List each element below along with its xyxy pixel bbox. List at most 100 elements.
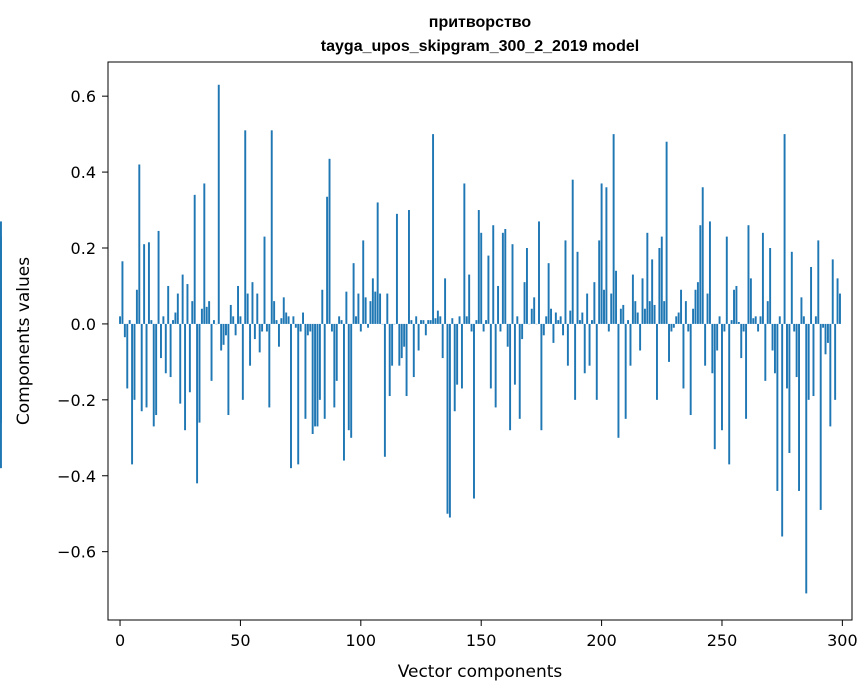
bar (287, 316, 290, 324)
bar (198, 323, 201, 423)
bar (757, 323, 760, 332)
bar (155, 323, 158, 416)
bar (798, 323, 800, 491)
bar (427, 320, 430, 324)
bar (306, 323, 309, 336)
bar (588, 323, 591, 366)
bar (550, 308, 552, 324)
bar (506, 323, 509, 347)
bar (492, 225, 495, 324)
bar (290, 323, 292, 469)
bar (694, 289, 697, 324)
bar (728, 323, 731, 465)
bar (408, 210, 410, 324)
bar (826, 323, 829, 343)
bar (169, 323, 172, 378)
bar (651, 259, 654, 324)
bar (737, 322, 740, 324)
bar (314, 323, 317, 427)
bar (574, 323, 577, 400)
x-tick-label: 100 (346, 631, 377, 650)
bar (795, 323, 798, 378)
bar (265, 323, 268, 332)
bar (241, 323, 244, 400)
bar (386, 293, 389, 324)
bar (631, 274, 634, 324)
bar (600, 183, 603, 324)
bar (680, 289, 683, 324)
bar (569, 310, 572, 324)
bar (624, 323, 627, 419)
bar (463, 183, 466, 324)
bar (470, 323, 473, 332)
bar (627, 320, 630, 324)
bar (188, 323, 191, 393)
bar (807, 323, 810, 400)
bar (369, 301, 372, 324)
bar (237, 285, 239, 324)
bar (362, 240, 365, 324)
bar (812, 323, 815, 397)
y-tick-label: −0.4 (57, 467, 96, 486)
bar (622, 304, 625, 324)
bar (521, 323, 524, 340)
bar (422, 320, 425, 324)
bar (485, 320, 487, 324)
bar (415, 316, 418, 324)
bar (208, 301, 211, 324)
bar (571, 179, 574, 324)
bar (501, 232, 504, 324)
bar (566, 323, 569, 366)
bar (364, 297, 367, 324)
bar (268, 323, 271, 408)
bar (270, 130, 273, 324)
bar (176, 293, 179, 324)
bar (542, 323, 545, 336)
bar (629, 323, 632, 366)
bar (591, 320, 593, 324)
bar (656, 323, 658, 400)
bar (143, 244, 146, 324)
bar (711, 323, 714, 374)
y-tick-label: 0.0 (71, 315, 96, 334)
bar (328, 158, 331, 324)
bar (708, 221, 711, 324)
bar (123, 323, 126, 338)
bar (458, 316, 461, 324)
bar (179, 323, 182, 404)
bar (453, 323, 456, 412)
bar (639, 323, 642, 351)
bar (227, 323, 230, 416)
bar (829, 323, 832, 427)
bar (297, 323, 300, 465)
bar (277, 323, 280, 347)
bar (699, 225, 702, 324)
x-tick-label: 200 (586, 631, 617, 650)
bar (713, 323, 716, 450)
bar (682, 323, 685, 389)
bar (788, 323, 791, 453)
bar (615, 270, 618, 324)
bar (805, 323, 808, 594)
bar (400, 323, 403, 359)
x-axis: 0 50 100 150 200 250 300 (115, 620, 858, 650)
bar (509, 323, 512, 431)
bar (172, 320, 174, 324)
bar (578, 320, 581, 324)
bar (398, 323, 401, 366)
bar (740, 323, 743, 359)
bar (321, 289, 324, 324)
bar (225, 323, 227, 336)
bar (249, 323, 252, 366)
bar (424, 323, 427, 336)
bar (157, 230, 160, 324)
bar (451, 318, 454, 324)
x-tick-label: 300 (827, 631, 858, 650)
bar (769, 248, 772, 324)
bar (831, 259, 834, 324)
bar (338, 316, 341, 324)
bar (564, 240, 567, 324)
bar (343, 323, 345, 461)
bar (742, 323, 745, 332)
bar (357, 293, 360, 324)
